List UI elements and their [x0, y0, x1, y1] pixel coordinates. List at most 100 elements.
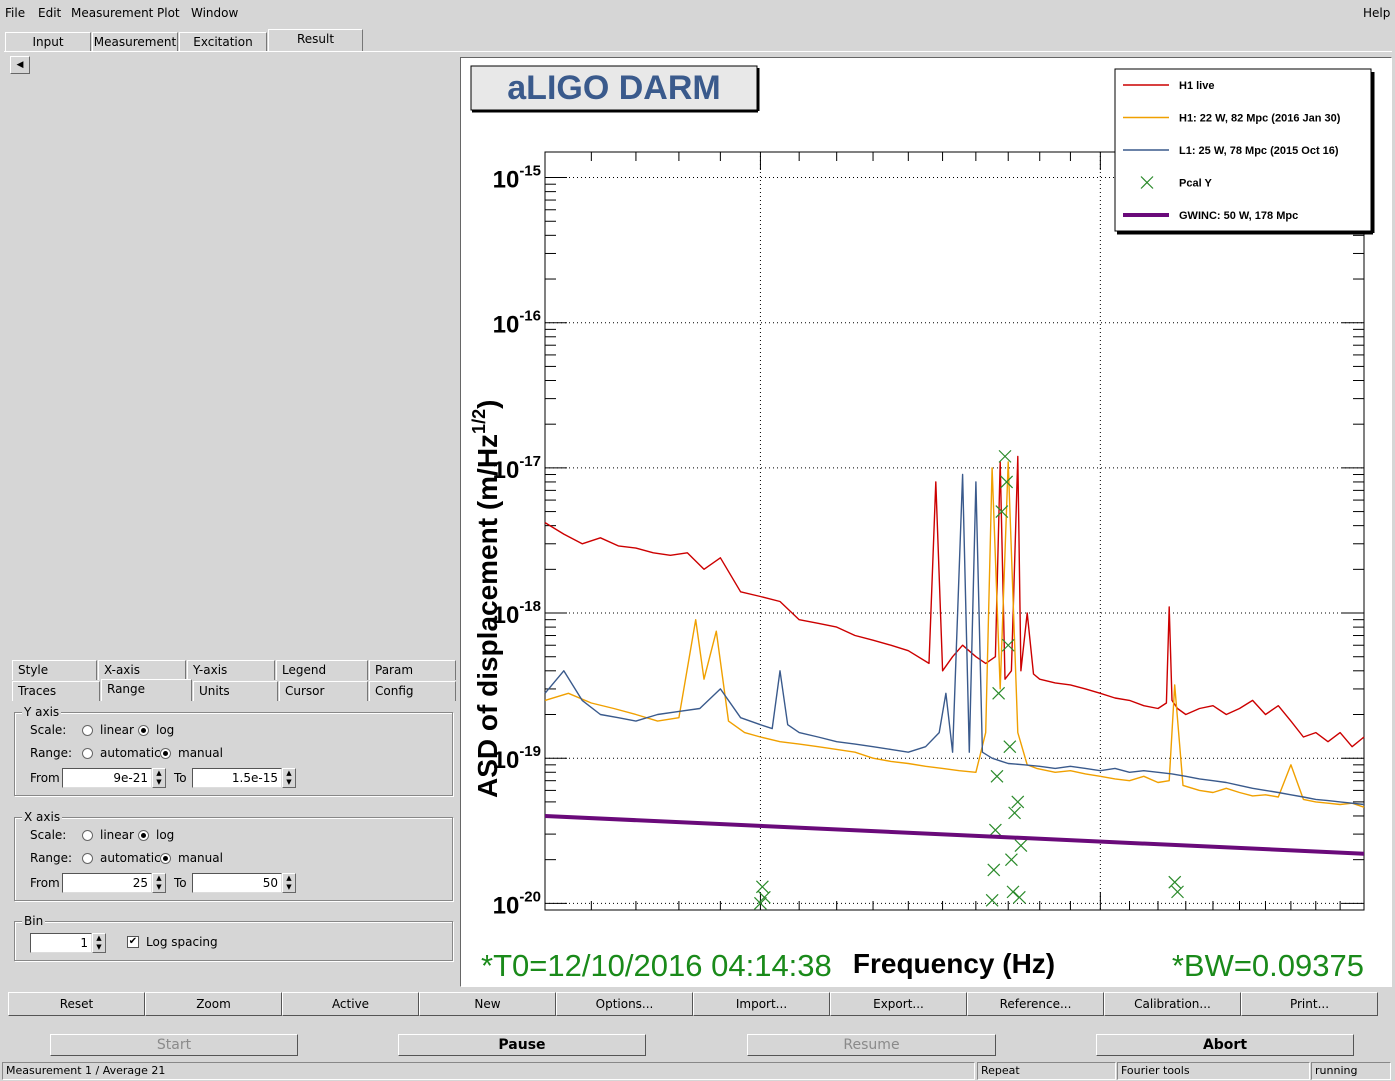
y-range-manual-radio[interactable]	[160, 748, 171, 759]
y-from-label: From	[30, 771, 60, 785]
x-range-label: Range:	[30, 851, 73, 865]
chart-title: aLIGO DARM	[507, 69, 720, 107]
tab-result[interactable]: Result	[268, 29, 363, 52]
spin-up-icon: ▲	[96, 934, 102, 942]
y-to-label: To	[174, 771, 187, 785]
y-scale-log-radio[interactable]	[138, 725, 149, 736]
resume-button[interactable]: Resume	[747, 1034, 996, 1056]
legend-label: L1: 25 W, 78 Mpc (2015 Oct 16)	[1179, 145, 1339, 157]
subtab-legend[interactable]: Legend	[276, 660, 368, 680]
y-to-input[interactable]: 1.5e-15	[192, 768, 282, 788]
subtab-y-axis[interactable]: Y-axis	[187, 660, 275, 680]
series-pcal-y-point	[1168, 875, 1182, 889]
plot-panel[interactable]: aLIGO DARM 10-15 10-16 10-17 10-18 10-19 10-2…	[460, 57, 1392, 987]
subtab-range[interactable]: Range	[101, 679, 192, 701]
export-button[interactable]: Export...	[830, 992, 967, 1016]
tab-input[interactable]: Input	[5, 32, 91, 52]
subtab-param[interactable]: Param	[369, 660, 456, 680]
y-range-automatic-radio[interactable]	[82, 748, 93, 759]
scroll-left-button[interactable]: ◀	[10, 56, 30, 74]
subtab-x-axis[interactable]: X-axis	[98, 660, 186, 680]
import-button[interactable]: Import...	[693, 992, 830, 1016]
x-scale-linear-radio[interactable]	[82, 830, 93, 841]
x-from-spinner[interactable]: ▲ ▼	[152, 873, 166, 893]
tab-divider	[4, 51, 1392, 52]
subtab-units[interactable]: Units	[193, 681, 278, 701]
zoom-button[interactable]: Zoom	[145, 992, 282, 1016]
spin-down-icon: ▼	[156, 883, 162, 891]
abort-button[interactable]: Abort	[1096, 1034, 1354, 1056]
legend-entry-1: H1: 22 W, 82 Mpc (2016 Jan 30)	[1123, 113, 1341, 125]
new-button[interactable]: New	[419, 992, 556, 1016]
menu-plot[interactable]: Plot	[157, 6, 180, 20]
print-button[interactable]: Print...	[1241, 992, 1378, 1016]
menu-file[interactable]: File	[5, 6, 26, 20]
x-from-input[interactable]: 25	[62, 873, 152, 893]
log-spacing-checkbox[interactable]: ✔	[127, 936, 139, 948]
y-to-spinner[interactable]: ▲ ▼	[282, 768, 296, 788]
menu-help[interactable]: Help	[1363, 6, 1391, 20]
y-tick-base: 10	[493, 602, 520, 629]
y-from-spinner[interactable]: ▲ ▼	[152, 768, 166, 788]
status-repeat: Repeat	[977, 1062, 1116, 1080]
legend-entry-0: H1 live	[1123, 80, 1214, 92]
series-pcal-y-point	[998, 449, 1012, 463]
series-pcal-y-point	[1008, 806, 1022, 820]
start-button[interactable]: Start	[50, 1034, 298, 1056]
bin-input[interactable]: 1	[30, 933, 92, 953]
point-cross-b	[1011, 795, 1025, 809]
x-range-manual-radio[interactable]	[160, 853, 171, 864]
subtab-traces[interactable]: Traces	[12, 681, 100, 701]
x-range-automatic-label: automatic	[100, 851, 161, 865]
series-pcal-y-point	[992, 686, 1006, 700]
reset-button[interactable]: Reset	[8, 992, 145, 1016]
subtab-cursor[interactable]: Cursor	[279, 681, 368, 701]
spin-up-icon: ▲	[286, 874, 292, 882]
menu-edit[interactable]: Edit	[38, 6, 62, 20]
t0-annotation: *T0=12/10/2016 04:14:38	[481, 948, 832, 983]
darm-chart[interactable]: aLIGO DARM 10-1510-1610-1710-1810-1910-2…	[461, 58, 1391, 986]
legend-entry-2: L1: 25 W, 78 Mpc (2015 Oct 16)	[1123, 145, 1339, 157]
point-cross-b	[1168, 875, 1182, 889]
point-cross-b	[1004, 853, 1018, 867]
y-tick-label: 10-19	[493, 743, 541, 774]
legend-label: Pcal Y	[1179, 178, 1212, 190]
series-pcal-y-point	[1171, 885, 1184, 899]
x-range-automatic-radio[interactable]	[82, 853, 93, 864]
tab-excitation[interactable]: Excitation	[179, 32, 267, 52]
y-tick-label: 10-18	[493, 598, 541, 629]
menu-measurement[interactable]: Measurement	[71, 6, 154, 20]
tab-measurement[interactable]: Measurement	[92, 32, 178, 52]
x-to-input[interactable]: 50	[192, 873, 282, 893]
series-pcal-y-point	[1001, 638, 1015, 652]
subtab-config[interactable]: Config	[369, 681, 456, 701]
options-button[interactable]: Options...	[556, 992, 693, 1016]
series-pcal-y-point	[757, 890, 771, 904]
log-spacing-label: Log spacing	[146, 935, 218, 949]
active-button[interactable]: Active	[282, 992, 419, 1016]
chart-series	[544, 449, 1365, 910]
y-tick-exponent: -20	[519, 888, 541, 905]
y-tick-exponent: -18	[519, 598, 541, 615]
y-tick-label: 10-16	[493, 308, 541, 339]
subtab-style[interactable]: Style	[12, 660, 97, 680]
y-tick-base: 10	[493, 312, 520, 339]
legend-label: H1: 22 W, 82 Mpc (2016 Jan 30)	[1179, 113, 1341, 125]
y-from-input[interactable]: 9e-21	[62, 768, 152, 788]
menu-window[interactable]: Window	[191, 6, 239, 20]
point-cross-b	[998, 449, 1012, 463]
y-tick-base: 10	[493, 892, 520, 919]
y-scale-linear-radio[interactable]	[82, 725, 93, 736]
bin-spinner[interactable]: ▲ ▼	[92, 933, 106, 953]
calibration-button[interactable]: Calibration...	[1104, 992, 1241, 1016]
point-cross-b	[1000, 475, 1014, 489]
series-pcal-y-point	[1004, 853, 1018, 867]
reference-button[interactable]: Reference...	[967, 992, 1104, 1016]
x-scale-log-radio[interactable]	[138, 830, 149, 841]
pause-button[interactable]: Pause	[398, 1034, 646, 1056]
point-cross-b	[1001, 638, 1015, 652]
x-from-label: From	[30, 876, 60, 890]
point-cross-b	[1008, 806, 1022, 820]
x-to-spinner[interactable]: ▲ ▼	[282, 873, 296, 893]
